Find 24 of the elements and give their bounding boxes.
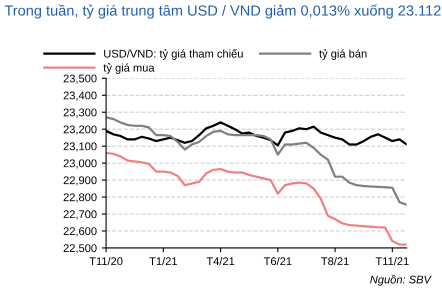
y-tick-label: 22,600	[64, 227, 97, 236]
x-tick-label: T11/20	[89, 256, 123, 266]
y-tick-label: 22,500	[64, 244, 97, 254]
y-tick-label: 23,100	[64, 142, 97, 152]
y-tick-label: 22,700	[64, 210, 97, 220]
x-tick-label: T1/21	[149, 256, 177, 266]
y-tick-label: 23,500	[64, 74, 97, 84]
x-tick-label: T6/21	[264, 256, 292, 266]
y-tick-label: 23,300	[64, 108, 97, 118]
chart-title: Trong tuần, tỷ giá trung tâm USD / VND giảm 0,013% xuống 23.112	[4, 4, 441, 19]
y-tick-label: 23,000	[64, 159, 97, 169]
x-tick-label: T8/21	[321, 256, 349, 266]
text: Nguồn: SBV	[370, 274, 432, 286]
y-tick-label: 22,900	[64, 176, 97, 186]
line-series	[106, 116, 407, 206]
line-series	[106, 152, 407, 246]
legend-label: tỷ giá bán	[319, 49, 366, 60]
y-tick-label: 23,200	[64, 125, 97, 135]
legend-label: tỷ giá mua	[103, 63, 155, 74]
legend-label: USD/VND: tỷ giá tham chiếu	[104, 48, 243, 60]
y-tick-label: 22,800	[64, 193, 97, 203]
y-tick-label: 23,400	[64, 92, 97, 101]
x-tick-label: T11/21	[376, 256, 409, 266]
x-tick-label: T4/21	[206, 256, 234, 266]
